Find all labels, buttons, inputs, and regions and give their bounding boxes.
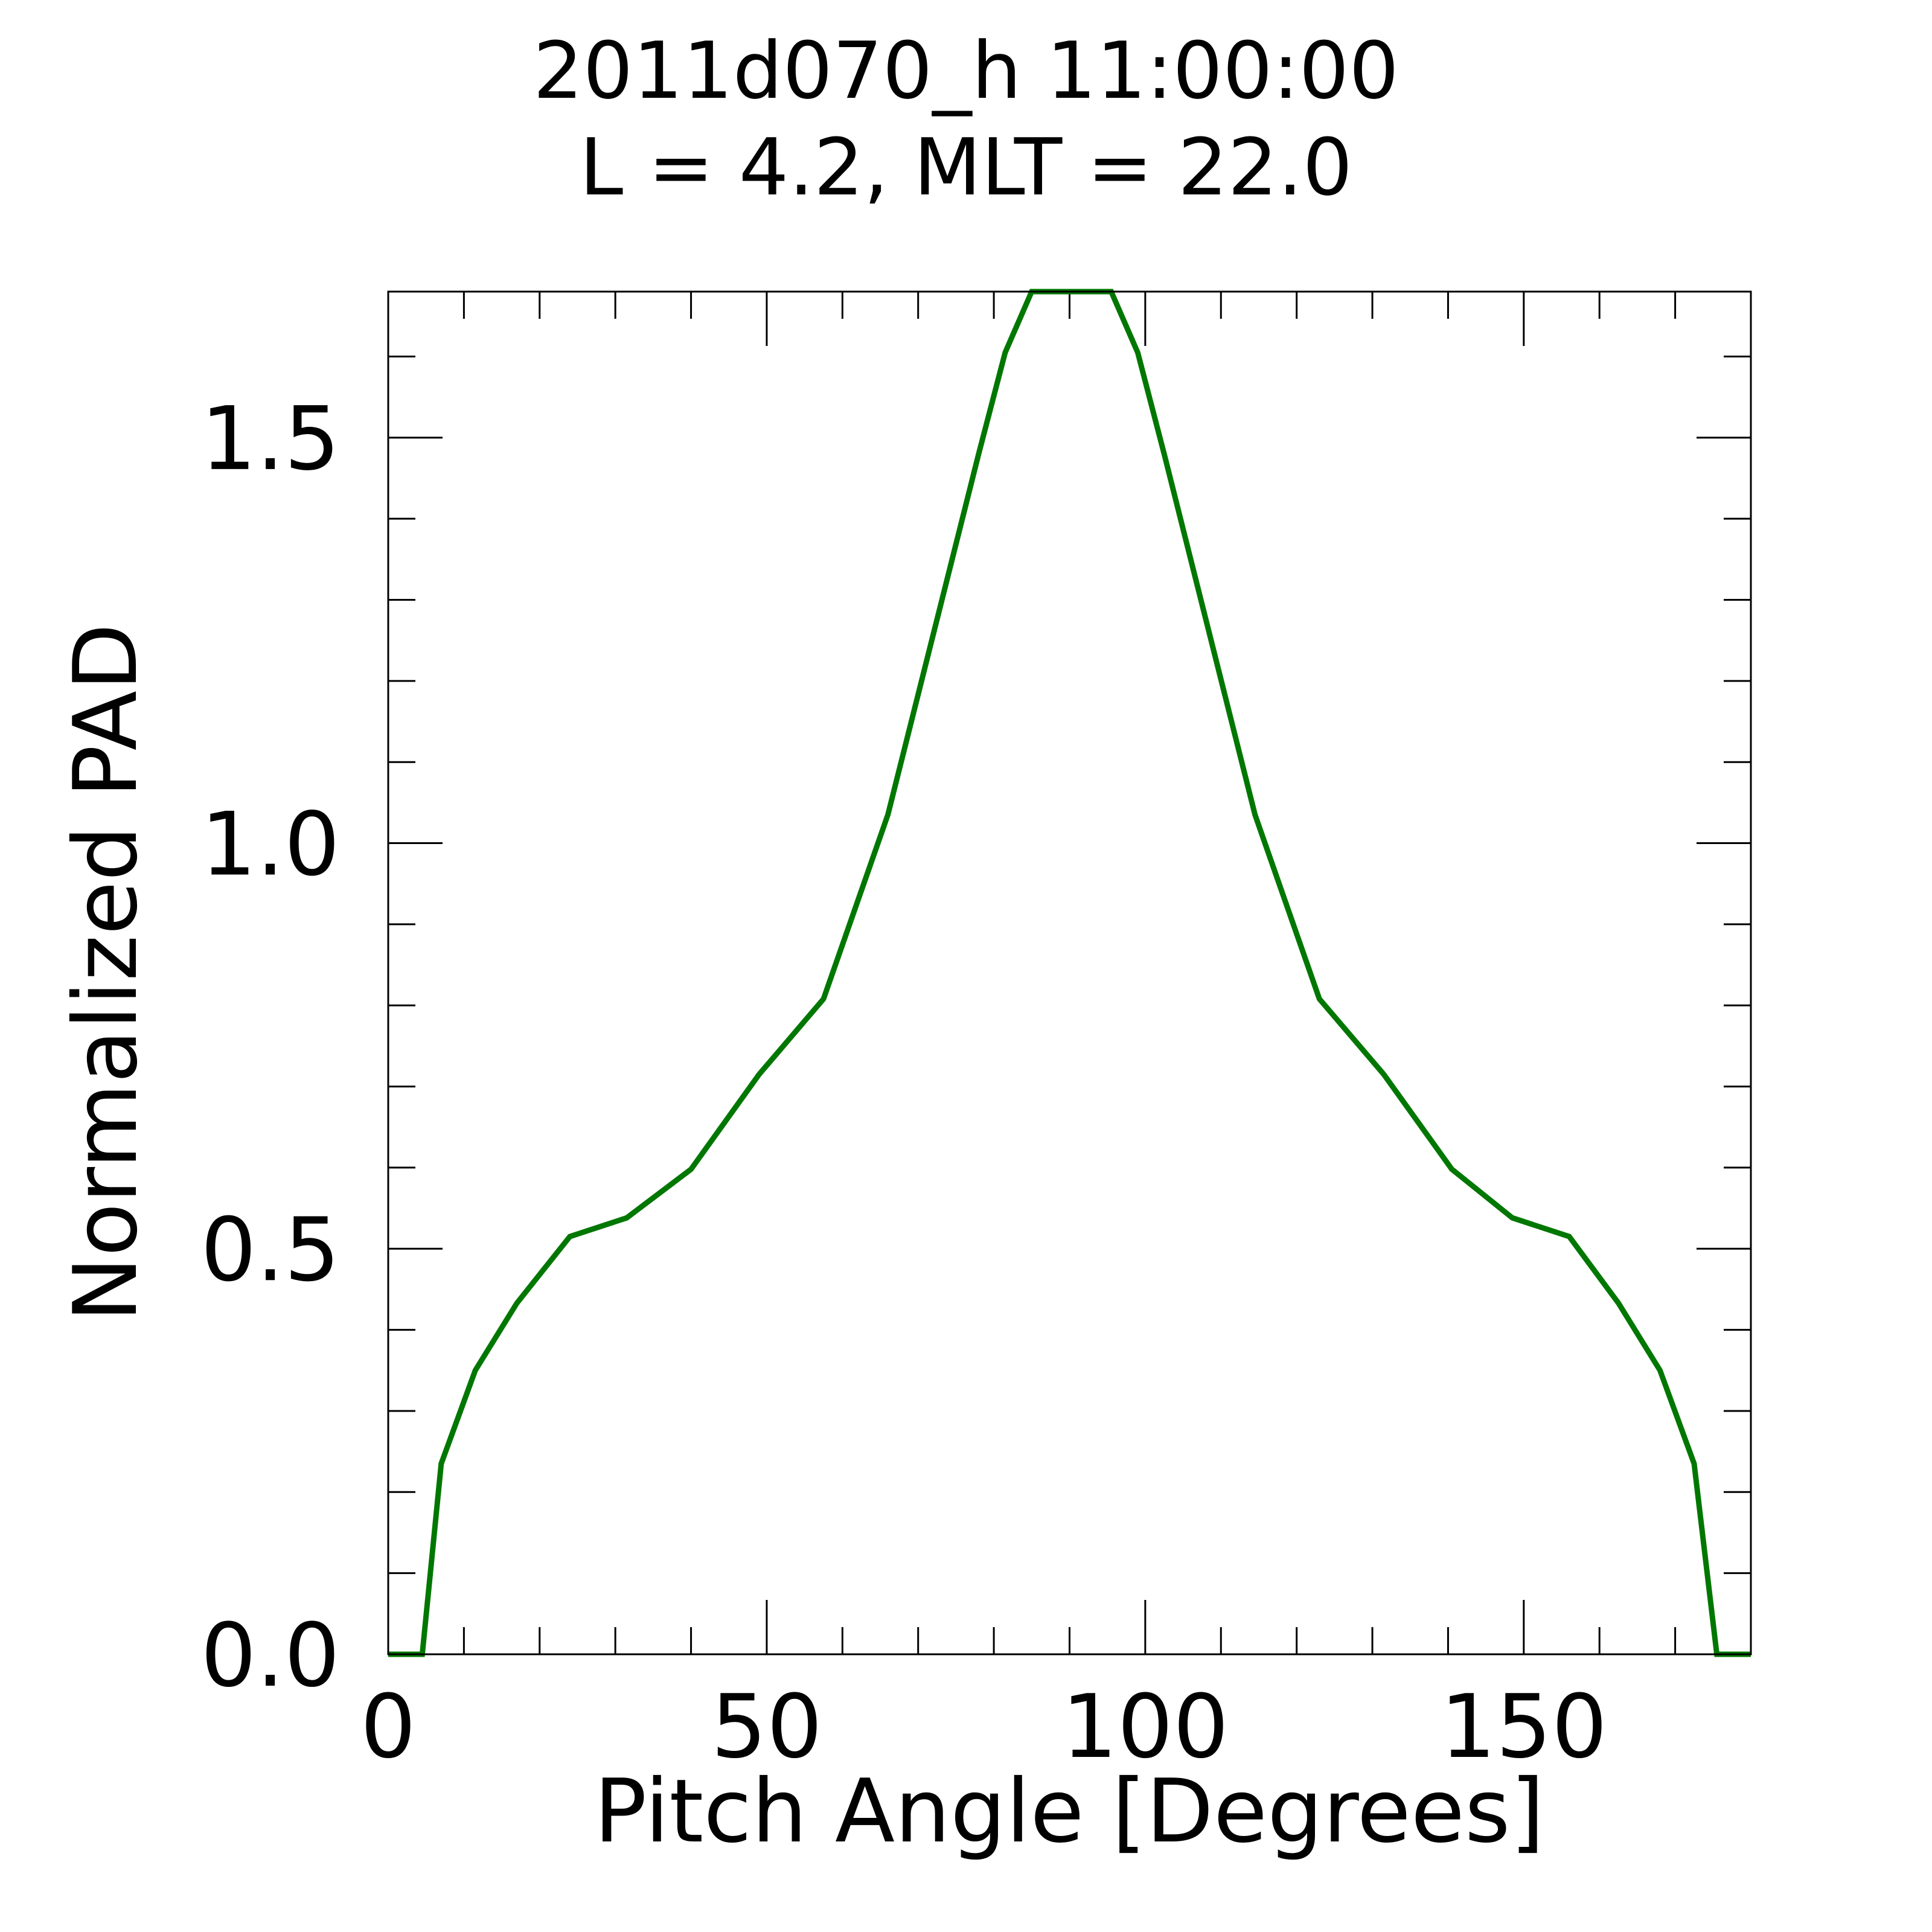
y-tick-label: 0.5	[200, 1199, 340, 1301]
x-tick-label: 50	[711, 1676, 823, 1778]
x-tick-label: 0	[360, 1676, 416, 1778]
y-axis-label: Normalized PAD	[55, 623, 157, 1322]
chart-title-line2: L = 4.2, MLT = 22.0	[580, 121, 1353, 213]
x-tick-label: 150	[1440, 1676, 1607, 1778]
y-tick-label: 1.0	[200, 794, 340, 896]
chart-title-line1: 2011d070_h 11:00:00	[533, 25, 1399, 117]
x-axis-label: Pitch Angle [Degrees]	[594, 1761, 1544, 1863]
y-tick-label: 1.5	[200, 388, 340, 490]
plot-frame	[387, 290, 1752, 1655]
axis-ticks	[387, 292, 1752, 1655]
axis-tick-labels: 0 50 100 150 0.0 0.5 1.0 1.5	[200, 388, 1607, 1778]
x-tick-label: 100	[1062, 1676, 1229, 1778]
y-tick-label: 0.0	[200, 1605, 340, 1707]
